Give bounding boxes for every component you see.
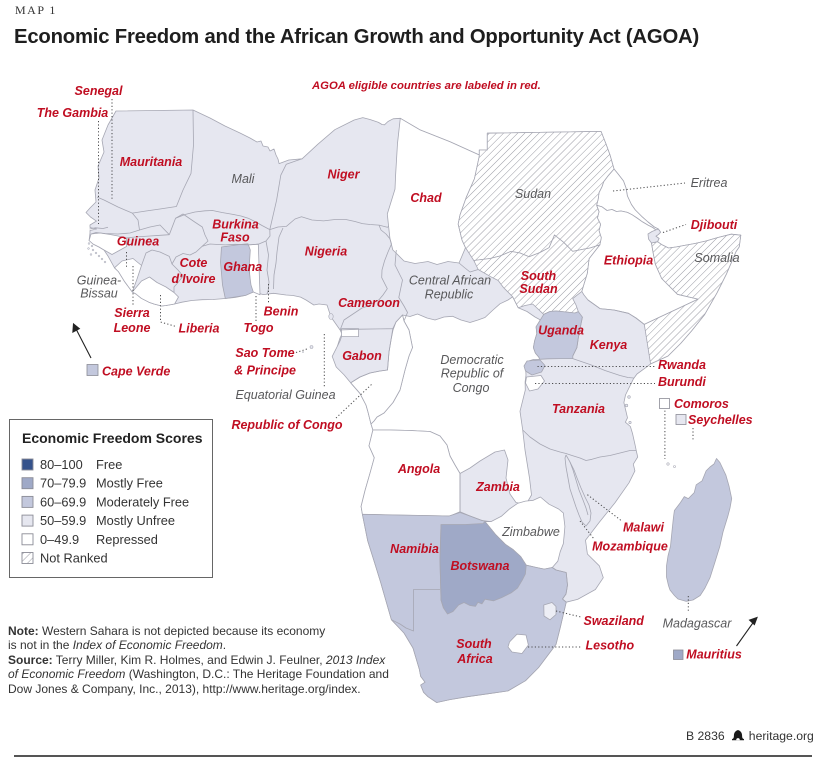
svg-text:Malawi: Malawi — [623, 521, 665, 535]
svg-text:Togo: Togo — [243, 321, 273, 335]
svg-text:Republic: Republic — [425, 288, 474, 302]
svg-text:Mostly Unfree: Mostly Unfree — [96, 513, 175, 528]
svg-text:Mauritius: Mauritius — [686, 648, 742, 662]
svg-text:Angola: Angola — [397, 462, 440, 476]
svg-text:Madagascar: Madagascar — [663, 617, 733, 631]
svg-text:Mauritania: Mauritania — [120, 155, 183, 169]
svg-text:Faso: Faso — [220, 231, 250, 245]
svg-text:Chad: Chad — [410, 191, 442, 205]
svg-text:Nigeria: Nigeria — [305, 245, 347, 259]
svg-text:Mostly Free: Mostly Free — [96, 476, 163, 491]
svg-text:Cameroon: Cameroon — [338, 296, 400, 310]
svg-text:Gabon: Gabon — [342, 349, 382, 363]
svg-text:Not Ranked: Not Ranked — [40, 551, 108, 566]
svg-text:0–49.9: 0–49.9 — [40, 532, 79, 547]
svg-text:Rwanda: Rwanda — [658, 358, 706, 372]
svg-text:Guinea-: Guinea- — [77, 274, 121, 288]
svg-text:70–79.9: 70–79.9 — [40, 476, 86, 491]
svg-text:Eritrea: Eritrea — [691, 176, 728, 190]
svg-text:Guinea: Guinea — [117, 235, 159, 249]
svg-text:Tanzania: Tanzania — [552, 402, 605, 416]
svg-text:Sao Tome: Sao Tome — [235, 346, 294, 360]
svg-text:Burkina: Burkina — [212, 218, 259, 232]
svg-text:Zambia: Zambia — [475, 480, 520, 494]
svg-text:Republic of: Republic of — [441, 367, 505, 381]
svg-text:Bissau: Bissau — [80, 287, 118, 301]
svg-text:Leone: Leone — [114, 321, 151, 335]
svg-text:Cote: Cote — [180, 256, 208, 270]
svg-text:Senegal: Senegal — [75, 84, 123, 98]
svg-text:Repressed: Repressed — [96, 532, 158, 547]
svg-text:60–69.9: 60–69.9 — [40, 494, 86, 509]
svg-text:Burundi: Burundi — [658, 375, 706, 389]
svg-text:Comoros: Comoros — [674, 397, 729, 411]
svg-text:Sudan: Sudan — [515, 187, 551, 201]
svg-text:Sudan: Sudan — [519, 282, 558, 296]
svg-text:80–100: 80–100 — [40, 457, 83, 472]
svg-text:Lesotho: Lesotho — [586, 639, 635, 653]
svg-text:Djibouti: Djibouti — [691, 218, 738, 232]
svg-text:Namibia: Namibia — [390, 542, 439, 556]
svg-text:Zimbabwe: Zimbabwe — [501, 525, 560, 539]
svg-text:Liberia: Liberia — [179, 322, 220, 336]
svg-text:50–59.9: 50–59.9 — [40, 513, 86, 528]
svg-text:Kenya: Kenya — [590, 338, 628, 352]
svg-text:Botswana: Botswana — [450, 559, 509, 573]
svg-text:The Gambia: The Gambia — [37, 106, 109, 120]
svg-text:Ethiopia: Ethiopia — [604, 254, 653, 268]
svg-text:Niger: Niger — [328, 168, 361, 182]
svg-text:South: South — [456, 637, 492, 651]
svg-text:Cape Verde: Cape Verde — [102, 365, 170, 379]
svg-text:Congo: Congo — [453, 381, 490, 395]
svg-text:Democratic: Democratic — [440, 353, 504, 367]
svg-text:Republic of Congo: Republic of Congo — [231, 418, 342, 432]
svg-text:Mali: Mali — [232, 172, 256, 186]
svg-text:South: South — [521, 269, 557, 283]
svg-text:Sierra: Sierra — [114, 306, 149, 320]
svg-text:Swaziland: Swaziland — [584, 614, 645, 628]
svg-text:Ghana: Ghana — [223, 260, 262, 274]
svg-text:Equatorial Guinea: Equatorial Guinea — [235, 388, 335, 402]
svg-text:Somalia: Somalia — [694, 251, 739, 265]
svg-text:Central African: Central African — [409, 274, 491, 288]
svg-text:d'Ivoire: d'Ivoire — [172, 272, 216, 286]
svg-text:Mozambique: Mozambique — [592, 540, 668, 554]
svg-text:& Principe: & Principe — [234, 364, 296, 378]
svg-text:Benin: Benin — [264, 305, 299, 319]
svg-text:Seychelles: Seychelles — [688, 413, 753, 427]
svg-text:Free: Free — [96, 457, 122, 472]
svg-text:Africa: Africa — [456, 652, 492, 666]
svg-text:Moderately Free: Moderately Free — [96, 494, 189, 509]
svg-text:Uganda: Uganda — [538, 324, 584, 338]
